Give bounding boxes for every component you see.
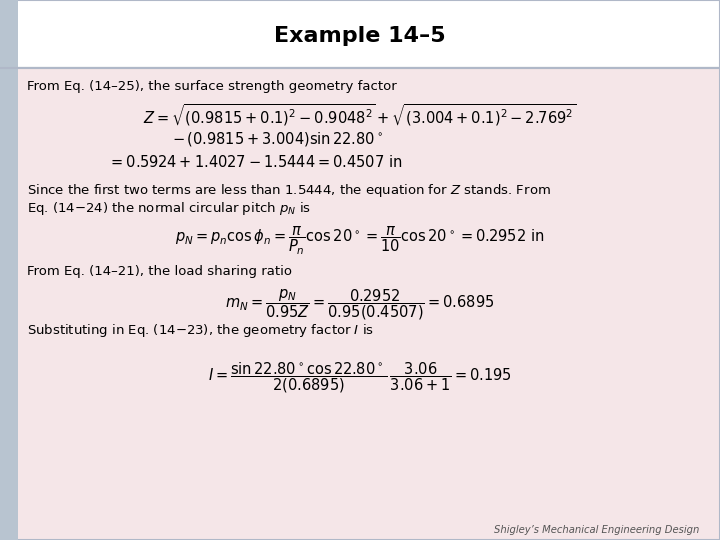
Text: $m_N = \dfrac{p_N}{0.95Z} = \dfrac{0.2952}{0.95(0.4507)} = 0.6895$: $m_N = \dfrac{p_N}{0.95Z} = \dfrac{0.295… bbox=[225, 287, 495, 322]
Text: Shigley’s Mechanical Engineering Design: Shigley’s Mechanical Engineering Design bbox=[495, 525, 700, 535]
FancyBboxPatch shape bbox=[0, 0, 720, 68]
Text: $-\,(0.9815 + 3.004)\sin 22.80^\circ$: $-\,(0.9815 + 3.004)\sin 22.80^\circ$ bbox=[172, 130, 382, 148]
Text: Example 14–5: Example 14–5 bbox=[274, 26, 446, 46]
Text: From Eq. (14–25), the surface strength geometry factor: From Eq. (14–25), the surface strength g… bbox=[27, 80, 397, 93]
FancyBboxPatch shape bbox=[0, 68, 720, 540]
Text: Substituting in Eq. (14$-$23), the geometry factor $I$ is: Substituting in Eq. (14$-$23), the geome… bbox=[27, 322, 374, 339]
Text: $p_N = p_n \cos\phi_n = \dfrac{\pi}{P_n} \cos 20^\circ = \dfrac{\pi}{10} \cos 20: $p_N = p_n \cos\phi_n = \dfrac{\pi}{P_n}… bbox=[176, 225, 544, 257]
Text: Eq. (14$-$24) the normal circular pitch $p_N$ is: Eq. (14$-$24) the normal circular pitch … bbox=[27, 200, 311, 218]
Text: Since the first two terms are less than 1.5444, the equation for $Z$ stands. Fro: Since the first two terms are less than … bbox=[27, 181, 552, 199]
Text: From Eq. (14–21), the load sharing ratio: From Eq. (14–21), the load sharing ratio bbox=[27, 265, 292, 278]
Text: $= 0.5924 + 1.4027 - 1.5444 = 0.4507\ \mathrm{in}$: $= 0.5924 + 1.4027 - 1.5444 = 0.4507\ \m… bbox=[109, 154, 402, 170]
Text: $I = \dfrac{\sin 22.80^\circ \cos 22.80^\circ}{2(0.6895)}\,\dfrac{3.06}{3.06 + 1: $I = \dfrac{\sin 22.80^\circ \cos 22.80^… bbox=[208, 361, 512, 395]
FancyBboxPatch shape bbox=[0, 0, 18, 540]
Text: $Z = \sqrt{(0.9815 + 0.1)^2 - 0.9048^2} + \sqrt{(3.004 + 0.1)^2 - 2.769^2}$: $Z = \sqrt{(0.9815 + 0.1)^2 - 0.9048^2} … bbox=[143, 103, 577, 128]
